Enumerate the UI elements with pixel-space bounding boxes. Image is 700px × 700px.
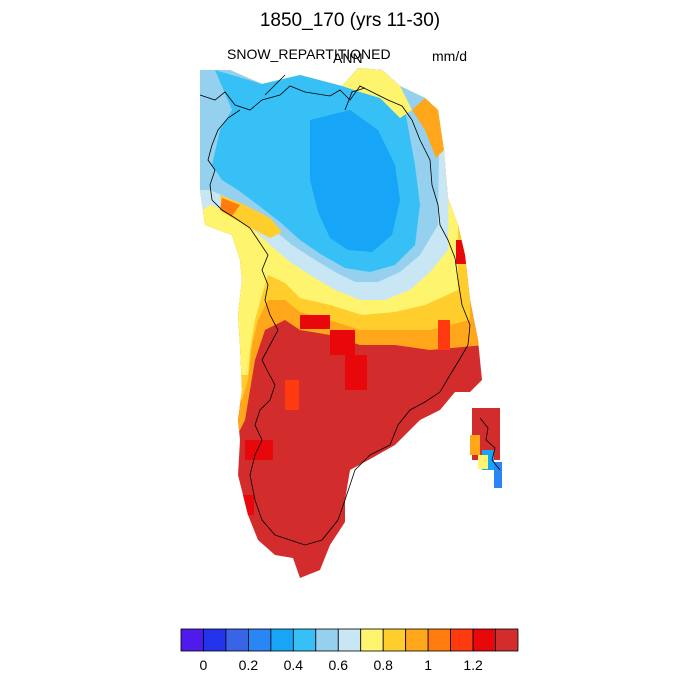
coastline-path: [479, 417, 501, 471]
field-cell: [456, 240, 468, 264]
field-cell: [494, 462, 502, 488]
colorbar-swatch: [203, 628, 227, 652]
colorbar-tick-label: 0: [199, 657, 208, 673]
field-cell: [245, 440, 273, 460]
colorbar-swatch: [472, 628, 496, 652]
field-cell: [310, 110, 400, 252]
field-cell: [285, 380, 299, 410]
colorbar-swatch: [270, 628, 294, 652]
colorbar-swatch: [337, 628, 362, 652]
colorbar-swatch: [495, 628, 519, 652]
colorbar-swatch: [315, 628, 339, 652]
colorbar: [180, 628, 519, 652]
field-cell: [412, 98, 444, 158]
colorbar-swatch: [405, 628, 429, 652]
colorbar-swatch: [292, 628, 317, 652]
colorbar-swatch: [225, 628, 249, 652]
colorbar-tick-label: 0.8: [373, 657, 393, 673]
field-cell: [240, 495, 254, 515]
field-cell: [345, 355, 367, 390]
field-layer: [200, 68, 482, 578]
colorbar-swatch: [360, 628, 384, 652]
colorbar-tick-label: 1: [424, 657, 433, 673]
coastline-path: [344, 87, 366, 111]
colorbar-swatch: [382, 628, 407, 652]
field-cell: [300, 315, 330, 329]
colorbar-swatch: [247, 628, 272, 652]
field-cell: [470, 435, 480, 455]
colorbar-tick-label: 0.4: [283, 657, 304, 673]
coastline-path: [199, 85, 471, 546]
colorbar-swatch: [427, 628, 452, 652]
field-cell: [478, 455, 488, 469]
field-cell: [330, 330, 355, 355]
colorbar-swatch: [180, 628, 204, 652]
coastline: [199, 74, 501, 546]
field-cell: [438, 320, 450, 350]
units-label: mm/d: [432, 48, 467, 64]
colorbar-tick-label: 0.6: [328, 657, 348, 673]
field-cell: [342, 68, 412, 118]
colorbar-tick-label: 1.2: [463, 657, 483, 673]
variable-label: SNOW_REPARTITIONED: [227, 46, 391, 62]
season-label: ANN: [333, 50, 363, 66]
coastline-path: [264, 74, 286, 96]
colorbar-tick-label: 0.2: [238, 657, 259, 673]
map-title: 1850_170 (yrs 11-30): [259, 10, 441, 31]
east-islands: [470, 408, 502, 488]
colorbar-swatch: [450, 628, 474, 652]
